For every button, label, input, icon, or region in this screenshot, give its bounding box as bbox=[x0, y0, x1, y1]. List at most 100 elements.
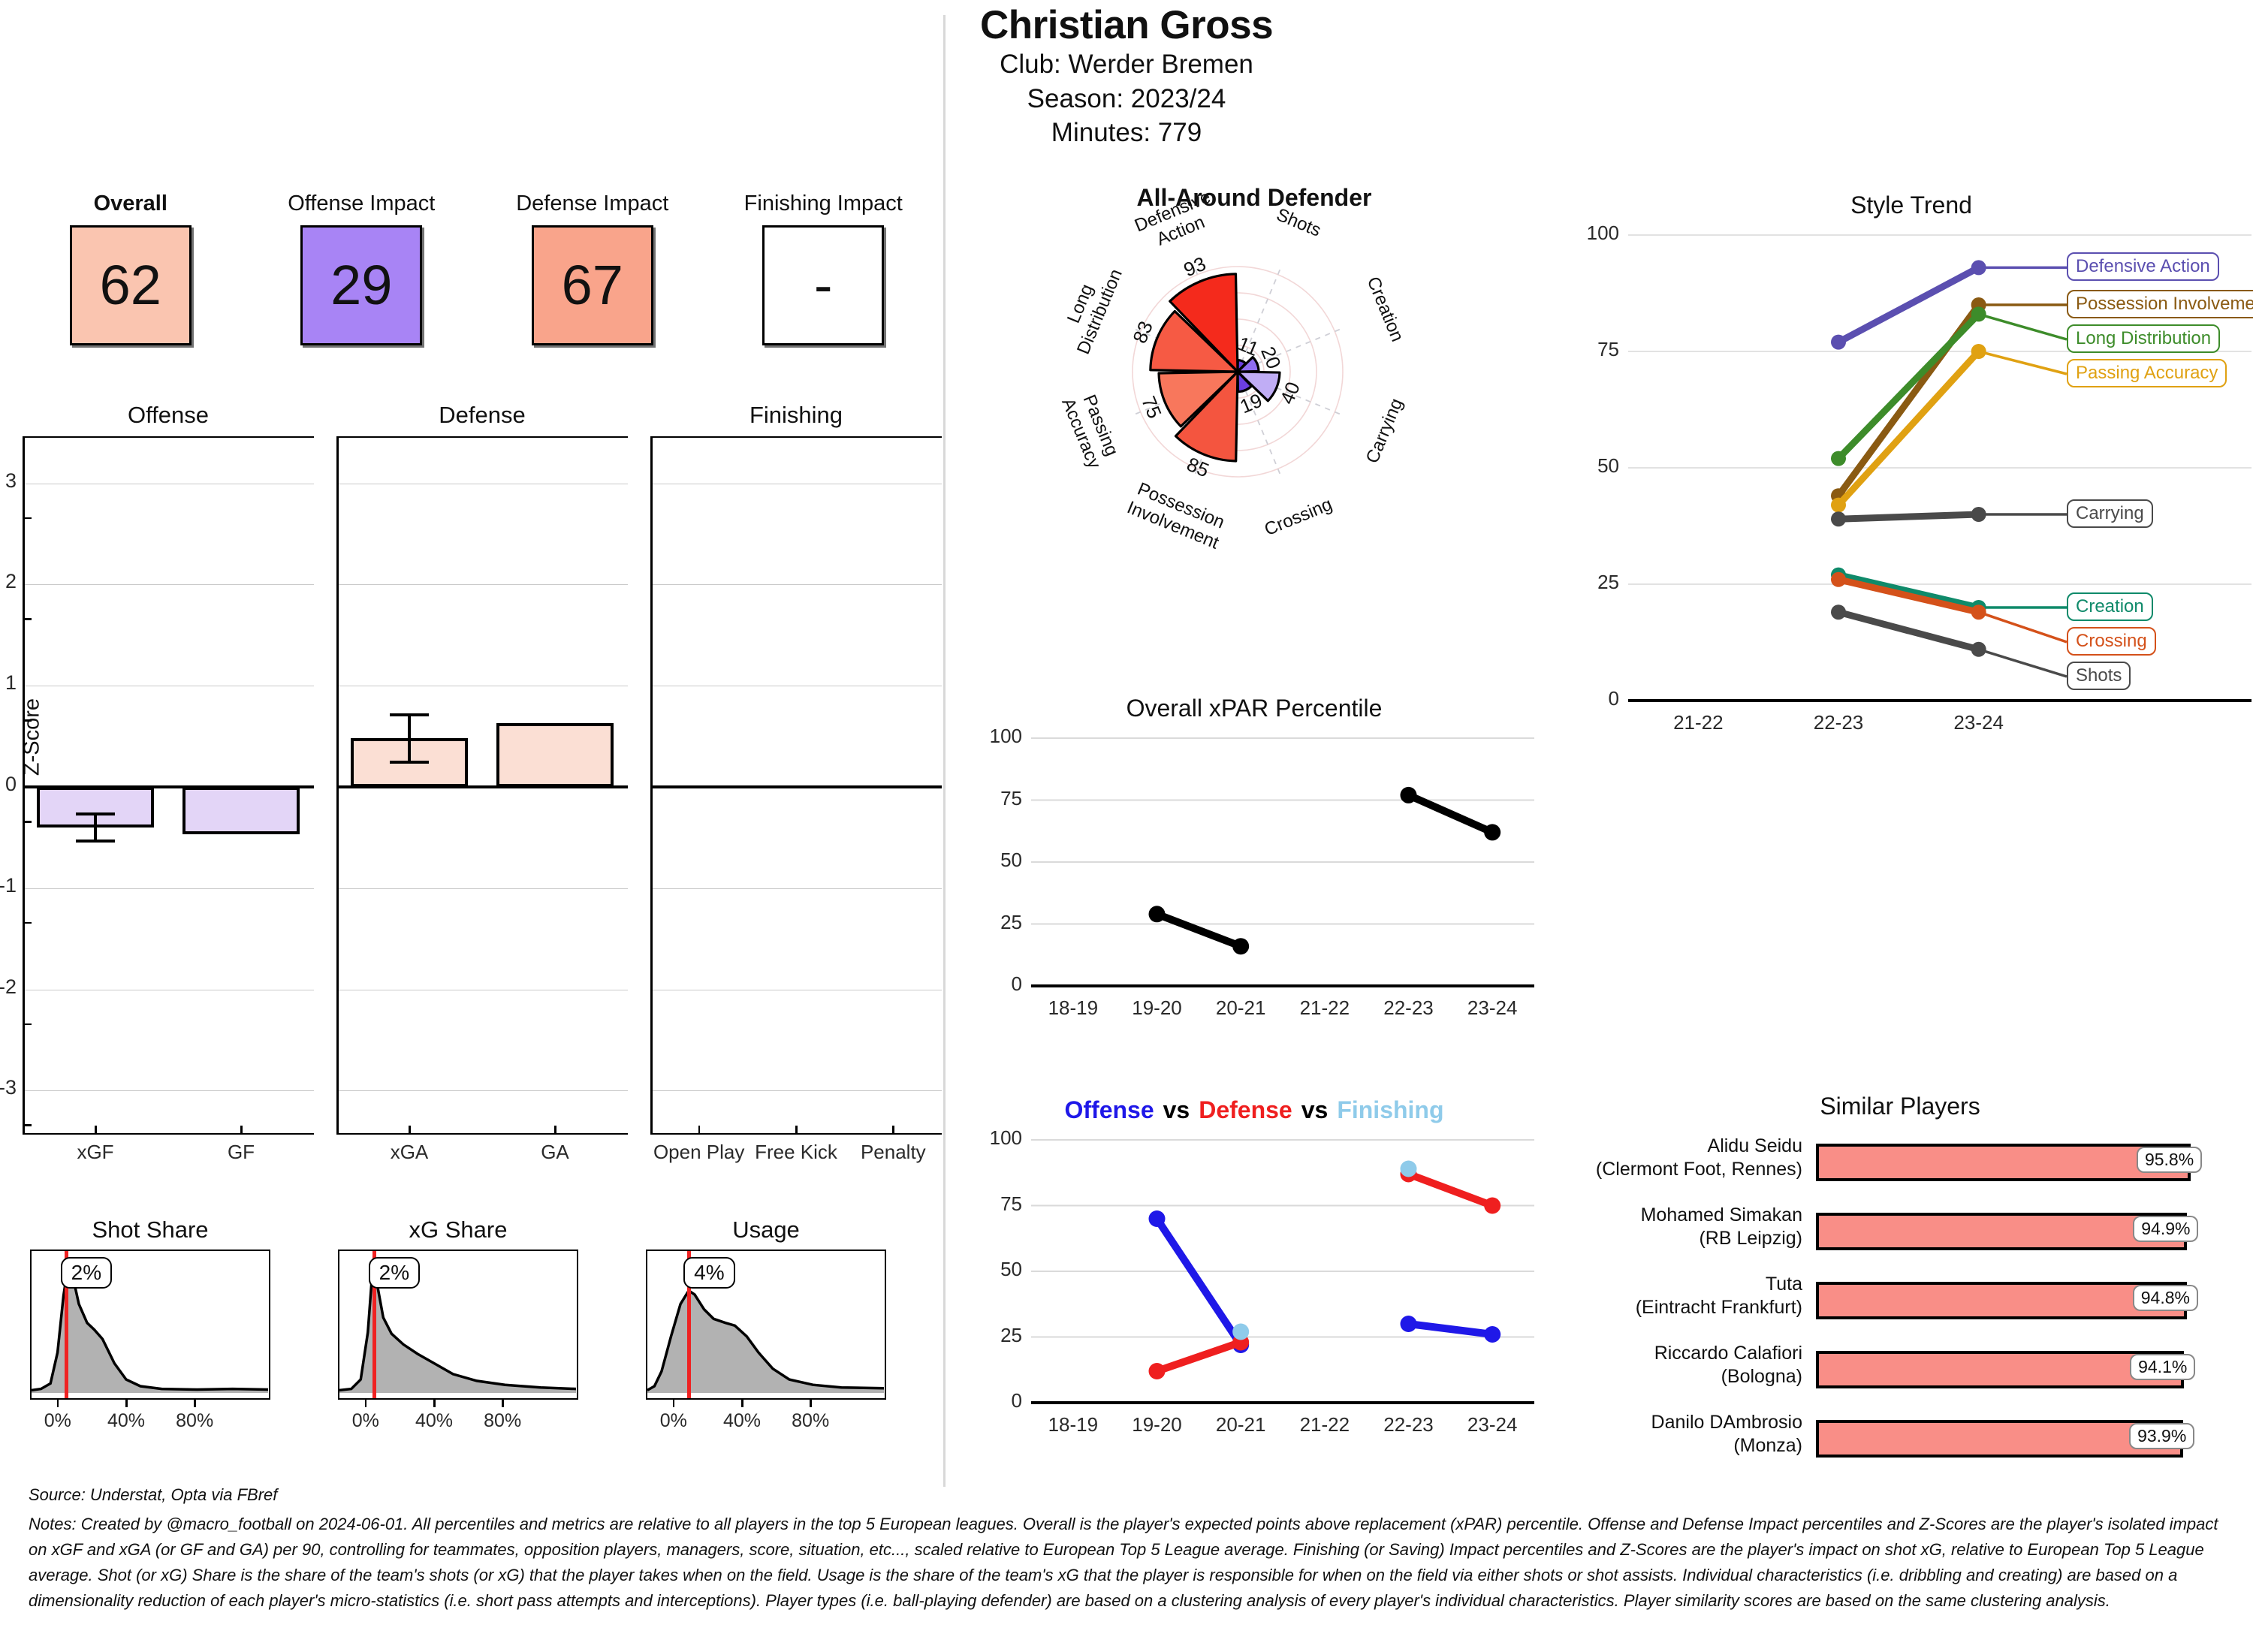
odf-title-part-defense: Defense bbox=[1199, 1096, 1292, 1123]
y-tick-label: 50 bbox=[1597, 454, 1619, 477]
y-tick-label: 0 bbox=[1011, 972, 1022, 995]
error-bar bbox=[94, 812, 97, 843]
odf-title-part-offense: Offense bbox=[1064, 1096, 1154, 1123]
style-trend-series-label: Creation bbox=[2067, 592, 2153, 621]
style-trend-series-label: Shots bbox=[2067, 662, 2131, 690]
x-tick-label: 21-22 bbox=[1299, 996, 1350, 1019]
similar-players-title: Similar Players bbox=[1820, 1093, 1980, 1120]
impact-score-title: Defense Impact bbox=[516, 191, 669, 216]
y-tick-label: 75 bbox=[1597, 338, 1619, 360]
zscore-panel-title: Defense bbox=[439, 402, 526, 428]
y-tick-label: -3 bbox=[0, 1076, 17, 1099]
x-tick-label: 22-23 bbox=[1383, 996, 1434, 1019]
similar-player-name: Alidu Seidu (Clermont Foot, Rennes) bbox=[1547, 1135, 1802, 1180]
density-curve bbox=[32, 1259, 269, 1393]
similar-player-row: Tuta (Eintracht Frankfurt) 94.8% bbox=[1547, 1274, 2253, 1324]
x-tick-mark bbox=[554, 1126, 556, 1135]
y-tick-label: 2 bbox=[5, 570, 17, 593]
similar-player-bar bbox=[1816, 1282, 2187, 1319]
x-tick-mark bbox=[672, 1400, 675, 1407]
zscore-panel-title: Offense bbox=[127, 402, 209, 428]
radar-title: All-Around Defender bbox=[1136, 184, 1372, 211]
similar-player-score-badge: 93.9% bbox=[2129, 1423, 2195, 1449]
y-tick-mark bbox=[23, 1023, 32, 1026]
panel-divider bbox=[943, 15, 946, 1487]
y-tick-label: 100 bbox=[989, 1126, 1022, 1149]
x-tick-label: 21-22 bbox=[1673, 711, 1724, 734]
y-axis bbox=[336, 438, 339, 1135]
impact-score-title: Offense Impact bbox=[288, 191, 436, 216]
similar-player-club: (RB Leipzig) bbox=[1699, 1227, 1802, 1249]
y-tick-mark bbox=[23, 921, 32, 924]
footer: Source: Understat, Opta via FBref Notes:… bbox=[29, 1485, 2240, 1614]
style-trend-series-label: Carrying bbox=[2067, 499, 2153, 528]
error-bar-cap bbox=[390, 761, 429, 764]
y-tick-label: 100 bbox=[1586, 222, 1619, 244]
similar-player-name: Danilo DAmbrosio (Monza) bbox=[1547, 1411, 1802, 1457]
y-tick-label: 50 bbox=[1000, 1258, 1022, 1280]
zscore-bar-label: GF bbox=[227, 1141, 255, 1163]
similar-player-row: Riccardo Calafiori (Bologna) 94.1% bbox=[1547, 1343, 2253, 1393]
y-tick-label: 0 bbox=[5, 773, 17, 795]
gridline bbox=[336, 888, 628, 889]
x-tick-mark bbox=[433, 1400, 436, 1407]
zscore-panel-title: Finishing bbox=[749, 402, 843, 428]
x-tick-label: 18-19 bbox=[1048, 996, 1099, 1019]
similar-player-bar bbox=[1816, 1420, 2184, 1458]
y-axis bbox=[23, 438, 25, 1135]
density-panel-1: xG Share 2% 0% 40% 80% bbox=[338, 1216, 578, 1464]
similar-player-name: Riccardo Calafiori (Bologna) bbox=[1547, 1342, 1802, 1388]
density-panel-title: Usage bbox=[732, 1216, 800, 1243]
all-around-defender-radar: All-Around Defender Defensive Action 93 Sho… bbox=[950, 184, 1558, 553]
y-tick-label: 3 bbox=[5, 469, 17, 492]
x-tick-label: 20-21 bbox=[1215, 1413, 1266, 1436]
similar-player-player: Alidu Seidu bbox=[1707, 1135, 1802, 1156]
y-tick-label: 1 bbox=[5, 671, 17, 695]
gridline bbox=[23, 888, 314, 889]
similar-player-score-badge: 94.8% bbox=[2132, 1285, 2198, 1311]
impact-score-value: 29 bbox=[300, 225, 423, 345]
offense-defense-finishing-chart: Offense vs Defense vs Finishing 0 25 50 75 100 18… bbox=[950, 1096, 1558, 1472]
zscore-bar-label: xGA bbox=[390, 1141, 429, 1163]
similar-player-club: (Monza) bbox=[1733, 1434, 1802, 1456]
page-title: Christian Gross bbox=[979, 3, 1274, 47]
y-axis bbox=[650, 438, 653, 1135]
x-tick-mark bbox=[240, 1126, 243, 1135]
x-tick-mark bbox=[409, 1126, 411, 1135]
error-bar-cap bbox=[390, 713, 429, 716]
y-tick-label: 75 bbox=[1000, 1192, 1022, 1215]
zero-line bbox=[650, 785, 942, 788]
similar-player-club: (Clermont Foot, Rennes) bbox=[1595, 1158, 1802, 1180]
density-panel-2: Usage 4% 0% 40% 80% bbox=[646, 1216, 886, 1464]
x-tick-label: 22-23 bbox=[1383, 1413, 1434, 1436]
impact-score-value: 67 bbox=[531, 225, 653, 345]
x-tick-label: 19-20 bbox=[1132, 996, 1182, 1019]
density-x-tick-label: 40% bbox=[107, 1410, 146, 1431]
odf-title-part-finishing: Finishing bbox=[1337, 1096, 1444, 1123]
gridline bbox=[650, 584, 942, 586]
x-tick-label: 18-19 bbox=[1048, 1413, 1099, 1436]
style-trend-series-label: Long Distribution bbox=[2067, 324, 2221, 353]
zero-line bbox=[23, 785, 314, 788]
similar-player-score-badge: 94.1% bbox=[2130, 1354, 2196, 1380]
impact-score-cell: Offense Impact 29 bbox=[246, 191, 478, 372]
y-tick-mark bbox=[23, 517, 32, 520]
similar-player-club: (Eintracht Frankfurt) bbox=[1635, 1296, 1802, 1318]
impact-score-row: Overall 62 Offense Impact 29 Defense Impact 6… bbox=[15, 191, 939, 372]
similar-player-player: Mohamed Simakan bbox=[1640, 1204, 1802, 1225]
error-bar-cap bbox=[76, 840, 115, 843]
similar-players-chart: Similar Players Alidu Seidu (Clermont Foo… bbox=[1547, 1093, 2253, 1483]
percentile-marker-line bbox=[64, 1251, 68, 1398]
density-x-tick-label: 80% bbox=[792, 1410, 830, 1431]
zero-line bbox=[336, 785, 628, 788]
zscore-panel-group: Z-Score Offense 3 2 1 0 -1 -2 -3 xGF GF Defense xGA… bbox=[0, 402, 943, 1198]
zscore-bar-label: GA bbox=[541, 1141, 569, 1163]
density-panel-title: xG Share bbox=[409, 1216, 508, 1243]
density-value-badge: 2% bbox=[60, 1257, 113, 1289]
zscore-bar-label: xGF bbox=[77, 1141, 114, 1163]
similar-player-name: Mohamed Simakan (RB Leipzig) bbox=[1547, 1204, 1802, 1250]
odf-title-part-vs: vs bbox=[1163, 1096, 1190, 1123]
gridline bbox=[650, 888, 942, 889]
x-tick-mark bbox=[810, 1400, 812, 1407]
y-tick-mark bbox=[23, 719, 32, 722]
